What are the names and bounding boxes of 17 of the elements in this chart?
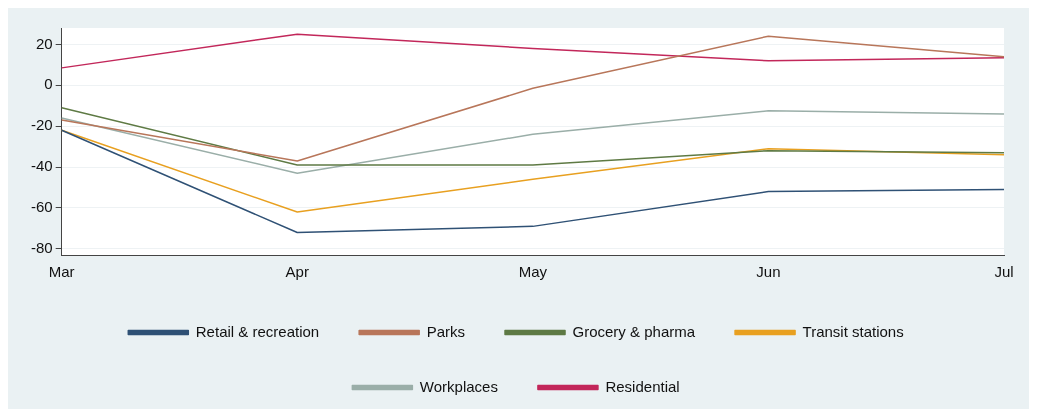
y-tick-label: -20 <box>30 116 53 134</box>
y-tick-label: -40 <box>30 157 53 175</box>
legend-label: Residential <box>605 377 680 395</box>
legend-label: Workplaces <box>419 377 498 395</box>
y-tick-label: 20 <box>35 34 53 52</box>
legend-label: Transit stations <box>802 322 904 340</box>
x-tick-label: May <box>518 263 548 281</box>
x-tick-label: Jun <box>756 263 781 281</box>
x-tick-label: Jul <box>994 263 1014 281</box>
x-tick-label: Mar <box>48 263 75 281</box>
legend-label: Grocery & pharma <box>572 322 696 340</box>
legend-label: Retail & recreation <box>195 322 320 340</box>
x-tick-label: Apr <box>285 263 309 281</box>
legend-label: Parks <box>426 322 466 340</box>
y-tick-label: -60 <box>30 198 53 216</box>
y-tick-label: -80 <box>30 239 53 257</box>
y-tick-label: 0 <box>44 75 53 93</box>
